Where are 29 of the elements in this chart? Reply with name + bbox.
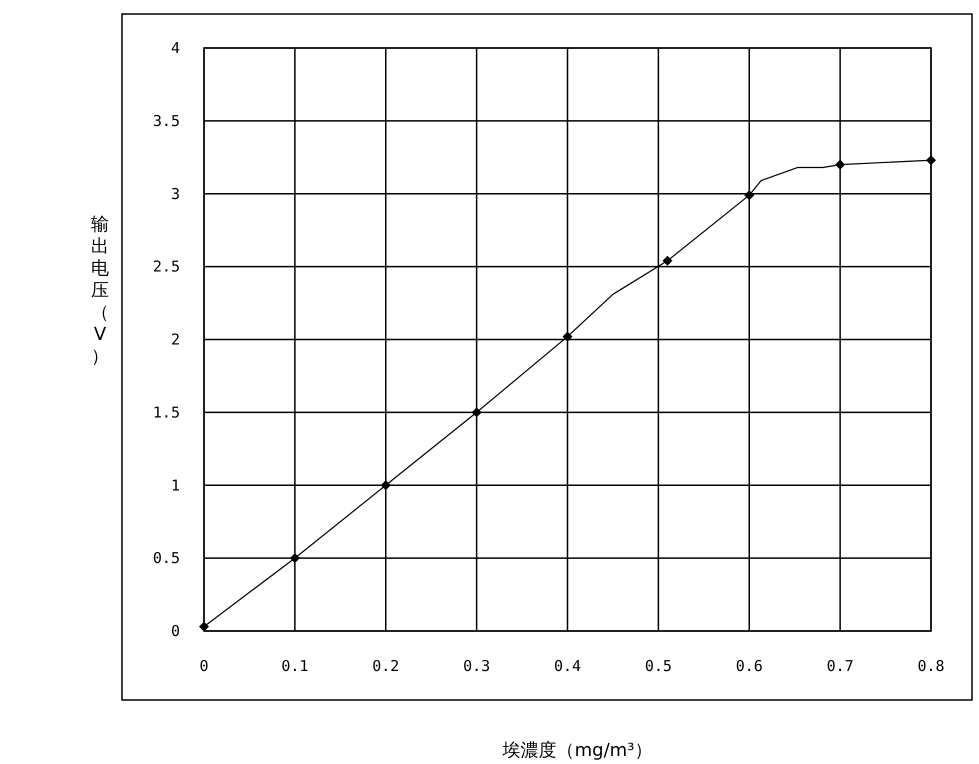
x-tick-label: 0.1 xyxy=(281,657,308,675)
y-tick-label: 1 xyxy=(170,476,180,494)
x-tick-label: 0.4 xyxy=(554,657,582,675)
y-tick-label: 2.5 xyxy=(152,258,180,276)
x-tick-label: 0.6 xyxy=(736,657,763,675)
x-tick-label: 0.3 xyxy=(463,657,490,675)
y-tick-label: 0.5 xyxy=(152,549,180,568)
point xyxy=(290,553,300,564)
x-tick-label: 0.2 xyxy=(372,657,400,675)
y-axis-title: 输出电压（V） xyxy=(91,214,109,367)
x-tick-label: 0.8 xyxy=(917,657,945,675)
point xyxy=(926,155,936,166)
point xyxy=(472,407,482,418)
point xyxy=(199,622,209,632)
x-axis-title: 埃濃度（mg/m³） xyxy=(502,740,652,761)
y-tick-label: 1.5 xyxy=(152,403,180,422)
point xyxy=(562,332,572,342)
y-tick-label: 3 xyxy=(170,184,180,203)
y-tick-label: 2 xyxy=(170,330,180,348)
point xyxy=(380,480,391,490)
y-tick-label: 3.5 xyxy=(152,112,180,130)
point xyxy=(662,256,672,266)
x-tick-label: 0.7 xyxy=(826,657,854,675)
point xyxy=(744,190,754,200)
y-tick-label: 0 xyxy=(170,622,180,640)
point xyxy=(835,160,846,170)
x-tick-label: 0 xyxy=(199,657,209,675)
y-tick-label: 4 xyxy=(170,39,180,57)
x-tick-label: 0.5 xyxy=(644,657,672,675)
